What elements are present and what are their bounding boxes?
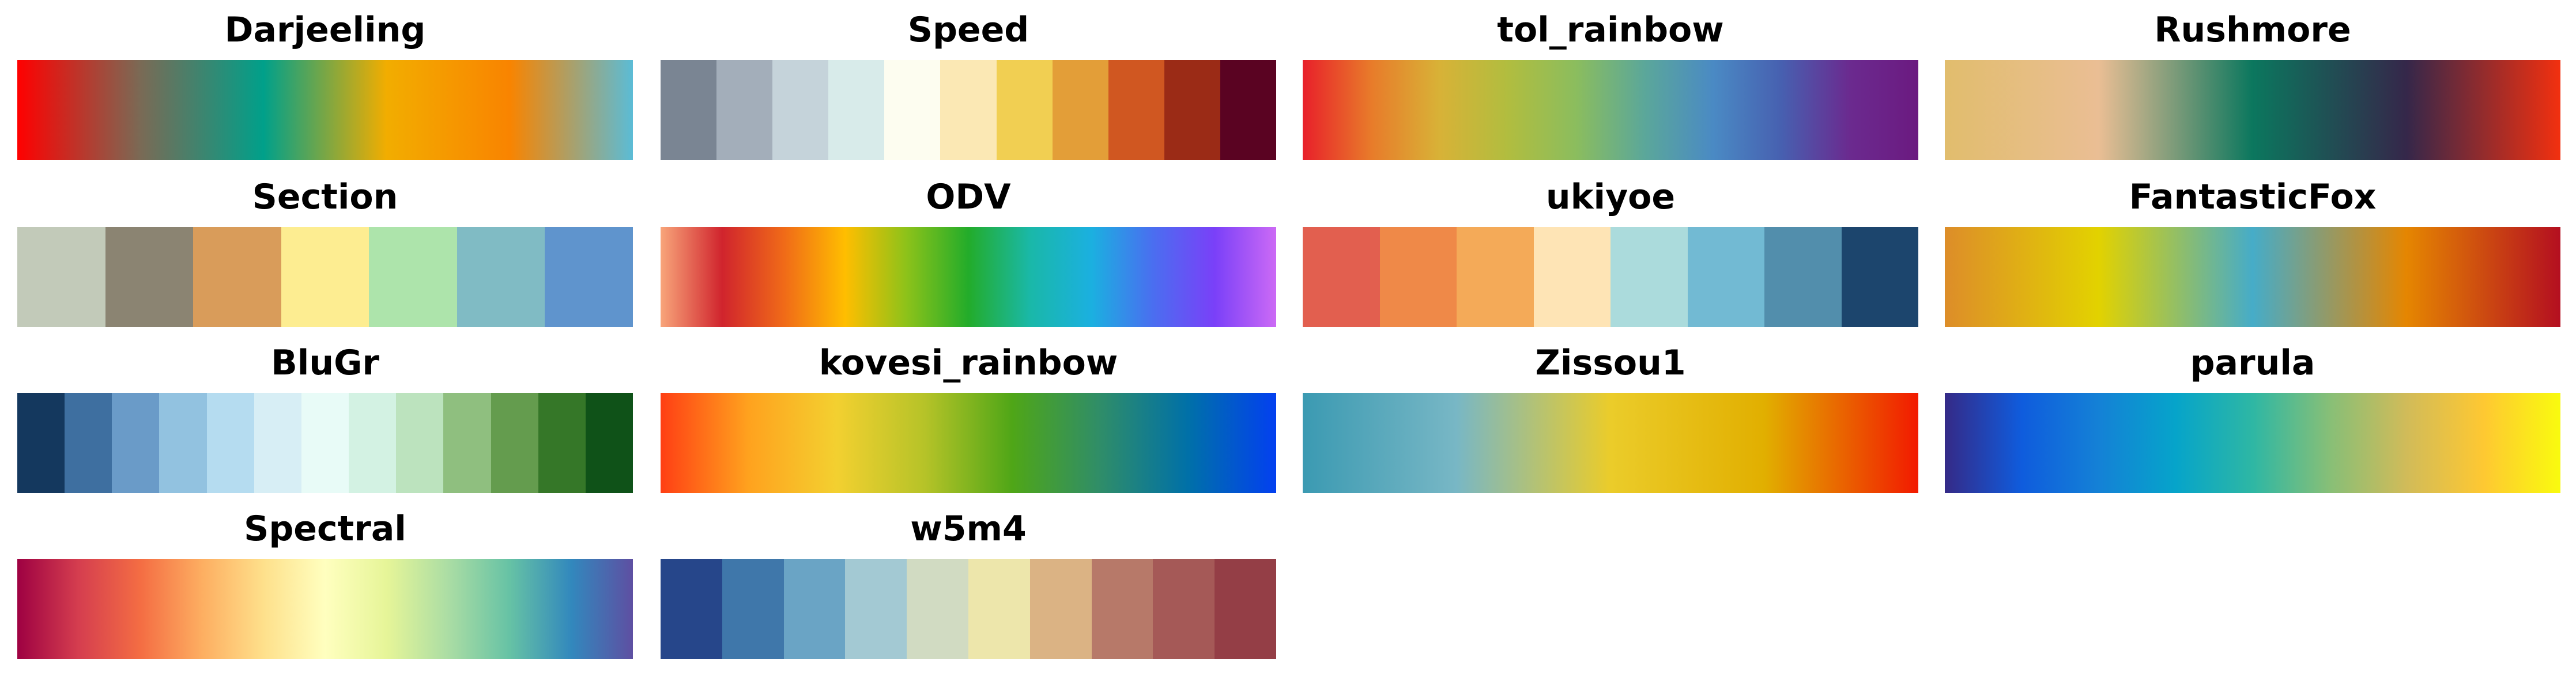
- palette-panel-spectral: Spectral: [17, 502, 633, 661]
- color-swatch: [349, 393, 397, 493]
- color-swatch: [17, 393, 65, 493]
- color-swatch: [369, 227, 457, 327]
- color-swatch: [585, 393, 633, 493]
- palette-panel-darjeeling: Darjeeling: [17, 3, 633, 162]
- color-swatch: [254, 393, 301, 493]
- palette-colorbar: [1303, 60, 1918, 160]
- palette-panel-fantasticfox: FantasticFox: [1945, 171, 2560, 330]
- color-swatch: [716, 60, 773, 160]
- color-swatch: [1611, 227, 1688, 327]
- palette-colorbar: [1303, 227, 1918, 327]
- palette-panel-kovesi-rainbow: kovesi_rainbow: [661, 336, 1276, 495]
- palette-title: ODV: [926, 177, 1011, 217]
- palette-title: Speed: [907, 10, 1029, 50]
- color-swatch: [1220, 60, 1276, 160]
- palette-title: parula: [2190, 343, 2315, 383]
- palette-colorbar: [17, 393, 633, 493]
- color-swatch: [661, 559, 722, 659]
- color-swatch: [722, 559, 784, 659]
- color-swatch: [1108, 60, 1164, 160]
- palette-panel-rushmore: Rushmore: [1945, 3, 2560, 162]
- color-swatch: [1052, 60, 1108, 160]
- color-swatch: [1091, 559, 1153, 659]
- color-swatch: [783, 559, 846, 659]
- palette-colorbar: [1945, 227, 2560, 327]
- color-swatch: [1764, 227, 1842, 327]
- color-swatch: [940, 60, 997, 160]
- palette-colorbar: [661, 60, 1276, 160]
- color-swatch: [105, 227, 194, 327]
- color-swatch: [907, 559, 968, 659]
- palette-panel-speed: Speed: [661, 3, 1276, 162]
- color-swatch: [1687, 227, 1764, 327]
- color-swatch: [1841, 227, 1918, 327]
- color-swatch: [396, 393, 444, 493]
- palette-colorbar: [661, 227, 1276, 327]
- palette-title: FantasticFox: [2129, 177, 2377, 217]
- color-swatch: [538, 393, 586, 493]
- color-swatch: [968, 559, 1030, 659]
- color-swatch: [1303, 227, 1380, 327]
- palette-title: Section: [252, 177, 398, 217]
- palette-title: tol_rainbow: [1497, 10, 1724, 50]
- palette-title: Spectral: [244, 509, 406, 549]
- color-swatch: [443, 393, 491, 493]
- palette-title: Rushmore: [2154, 10, 2351, 50]
- color-swatch: [1029, 559, 1092, 659]
- color-swatch: [996, 60, 1053, 160]
- palette-colorbar: [1303, 393, 1918, 493]
- palette-panel-w5m4: w5m4: [661, 502, 1276, 661]
- color-swatch: [1215, 559, 1276, 659]
- palette-title: Darjeeling: [224, 10, 426, 50]
- color-swatch: [491, 393, 538, 493]
- color-swatch: [159, 393, 207, 493]
- palette-colorbar: [17, 227, 633, 327]
- palette-title: BluGr: [271, 343, 379, 383]
- color-swatch: [1379, 227, 1457, 327]
- color-swatch: [845, 559, 907, 659]
- palette-colorbar: [661, 393, 1276, 493]
- color-swatch: [457, 227, 545, 327]
- palette-title: ukiyoe: [1545, 177, 1676, 217]
- palette-colorbar: [661, 559, 1276, 659]
- palette-panel-parula: parula: [1945, 336, 2560, 495]
- color-swatch: [65, 393, 112, 493]
- palette-title: kovesi_rainbow: [819, 343, 1118, 383]
- palette-panel-blugr: BluGr: [17, 336, 633, 495]
- color-swatch: [828, 60, 885, 160]
- color-swatch: [1164, 60, 1220, 160]
- color-swatch: [884, 60, 941, 160]
- color-swatch: [301, 393, 349, 493]
- palette-panel-tol-rainbow: tol_rainbow: [1303, 3, 1918, 162]
- palette-colorbar: [17, 60, 633, 160]
- color-swatch: [281, 227, 369, 327]
- color-swatch: [112, 393, 160, 493]
- palette-panel-ukiyoe: ukiyoe: [1303, 171, 1918, 330]
- palette-title: Zissou1: [1535, 343, 1686, 383]
- palette-colorbar: [1945, 60, 2560, 160]
- palette-colorbar: [17, 559, 633, 659]
- color-swatch: [772, 60, 829, 160]
- palette-colorbar: [1945, 393, 2560, 493]
- palette-title: w5m4: [910, 509, 1027, 549]
- color-swatch: [1457, 227, 1534, 327]
- color-swatch: [1533, 227, 1611, 327]
- color-swatch: [1153, 559, 1215, 659]
- color-swatch: [193, 227, 281, 327]
- color-swatch: [206, 393, 254, 493]
- palette-panel-zissou1: Zissou1: [1303, 336, 1918, 495]
- palette-panel-section: Section: [17, 171, 633, 330]
- color-swatch: [545, 227, 633, 327]
- color-swatch: [661, 60, 717, 160]
- color-swatch: [17, 227, 105, 327]
- palette-panel-odv: ODV: [661, 171, 1276, 330]
